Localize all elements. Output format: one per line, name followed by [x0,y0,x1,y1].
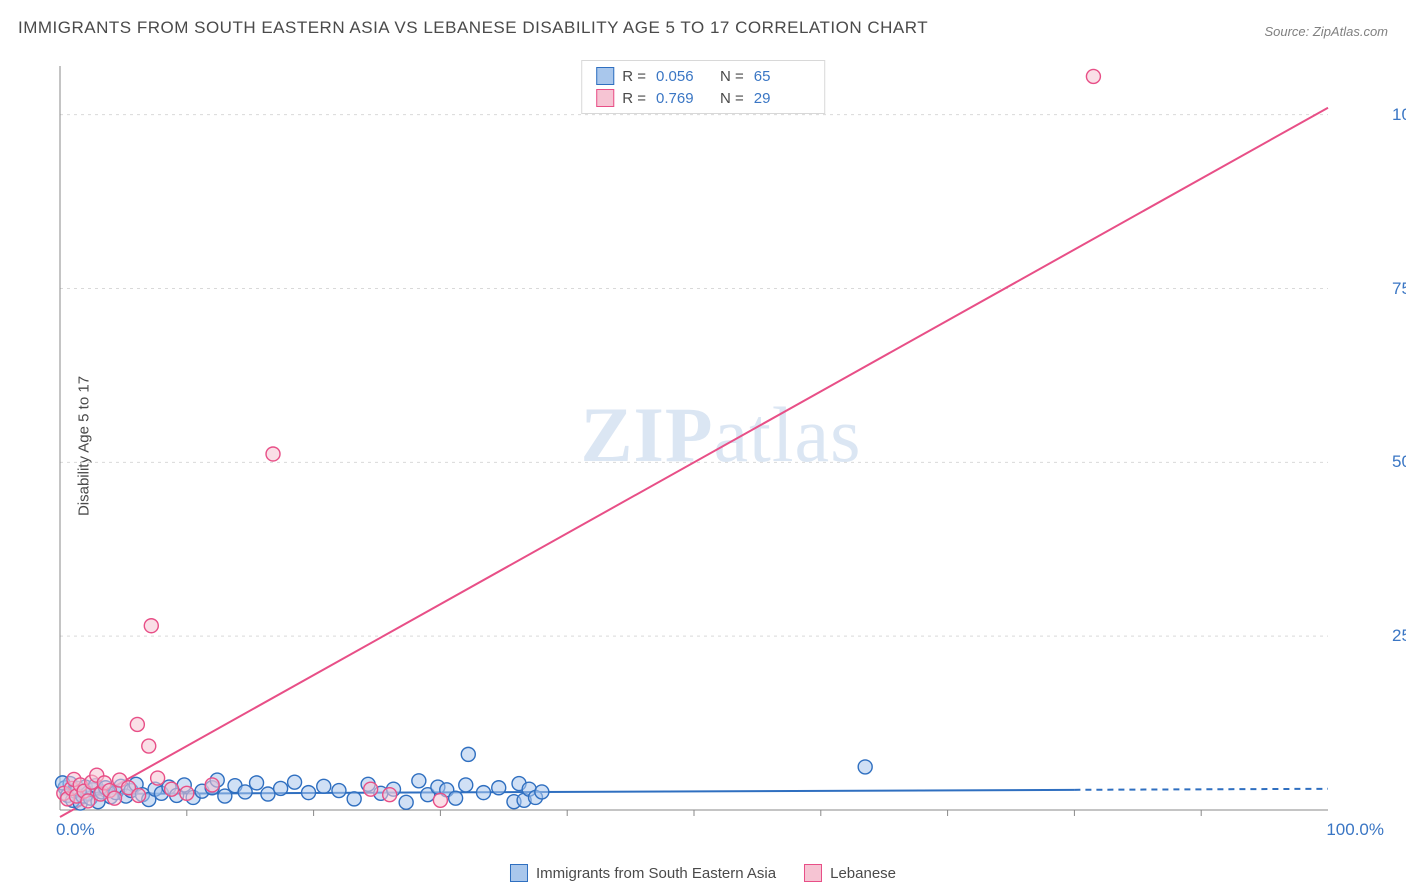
legend-swatch [510,864,528,882]
scatter-plot: ZIPatlas 25.0%50.0%75.0%100.0% 0.0% 100.… [54,60,1388,842]
x-axis-min-label: 0.0% [56,820,95,840]
series-legend-label: Lebanese [830,865,896,882]
n-value: 65 [754,68,810,85]
y-tick-label: 25.0% [1392,626,1406,646]
y-tick-label: 100.0% [1392,105,1406,125]
series-legend-item: Immigrants from South Eastern Asia [510,864,776,882]
legend-swatch [596,67,614,85]
n-value: 29 [754,90,810,107]
series-legend-item: Lebanese [804,864,896,882]
series-legend-label: Immigrants from South Eastern Asia [536,865,776,882]
n-label: N = [720,68,744,85]
r-label: R = [622,68,646,85]
n-label: N = [720,90,744,107]
r-label: R = [622,90,646,107]
stats-legend-row: R = 0.056 N = 65 [582,65,824,87]
series-legend: Immigrants from South Eastern Asia Lebane… [510,864,896,882]
y-tick-label: 75.0% [1392,279,1406,299]
r-value: 0.056 [656,68,712,85]
legend-swatch [804,864,822,882]
chart-title: IMMIGRANTS FROM SOUTH EASTERN ASIA VS LE… [18,18,928,38]
stats-legend-row: R = 0.769 N = 29 [582,87,824,109]
stats-legend: R = 0.056 N = 65 R = 0.769 N = 29 [581,60,825,114]
chart-svg [54,60,1388,842]
source-label: Source: ZipAtlas.com [1264,24,1388,39]
r-value: 0.769 [656,90,712,107]
x-axis-max-label: 100.0% [1326,820,1384,840]
legend-swatch [596,89,614,107]
y-tick-label: 50.0% [1392,452,1406,472]
